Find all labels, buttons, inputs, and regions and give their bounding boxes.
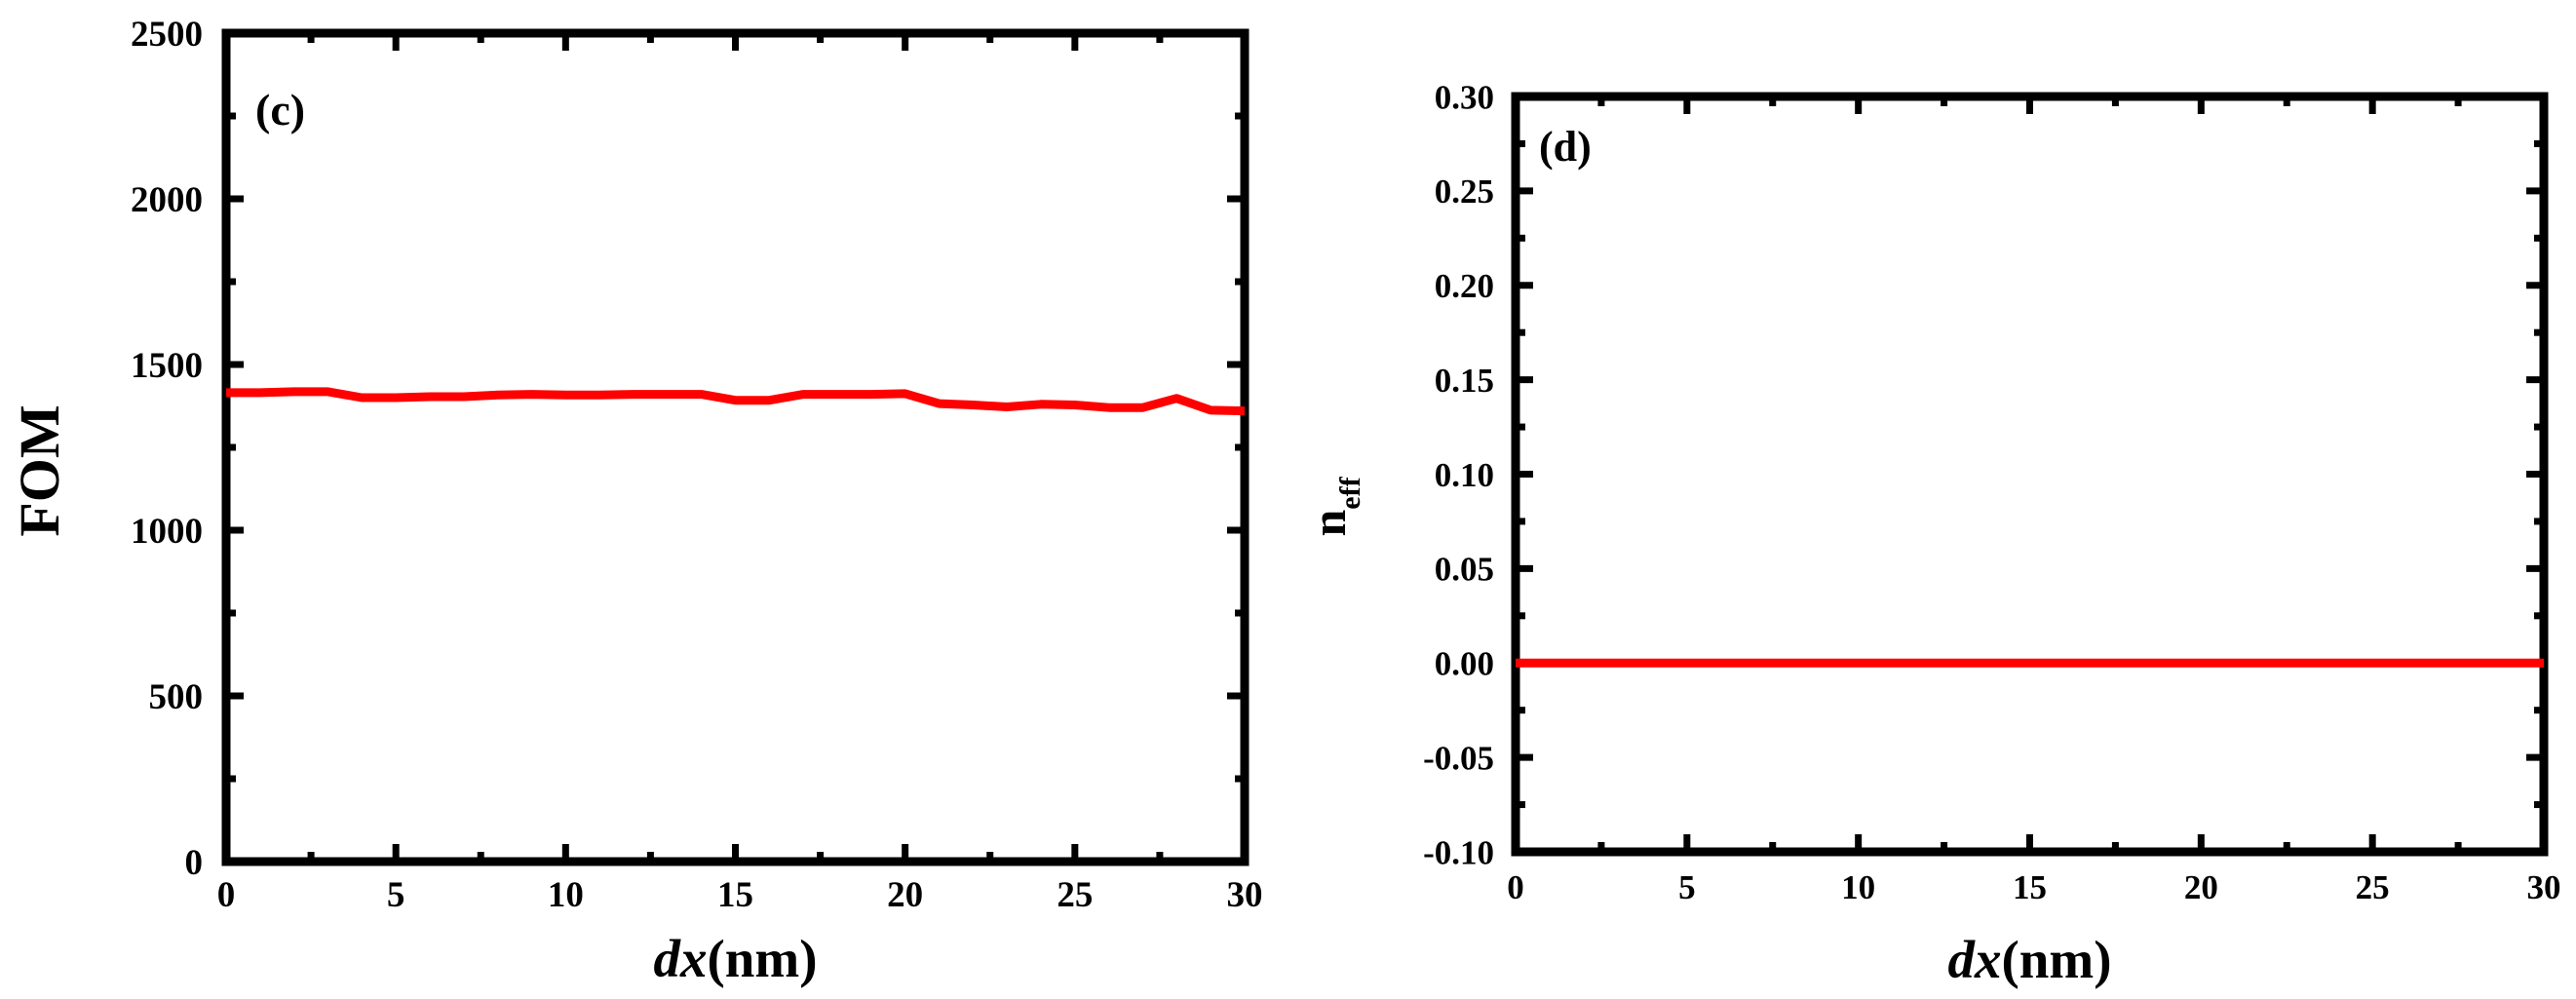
plot-frame-c [221, 28, 1250, 866]
x-tick-label-c: 5 [387, 875, 405, 915]
series-line-c-0 [226, 387, 1246, 416]
plot-frame-d [1511, 92, 2549, 857]
x-tick-label-c: 30 [1227, 875, 1263, 915]
y-tick-label-d: 0.25 [1435, 173, 1494, 211]
x-tick-label-c: 10 [548, 875, 584, 915]
y-tick-label-d: 0.20 [1435, 267, 1494, 305]
y-axis-label-main-d: n [1301, 510, 1356, 537]
x-tick-label-d: 25 [2356, 868, 2390, 906]
y-axis-label-c: FOM [8, 404, 71, 536]
x-tick-label-c: 25 [1057, 875, 1093, 915]
chart-panel-d: 0 5 10 15 20 25 30 -0.10 -0.05 0.00 0.05 0.10 0.15 0.… [1301, 78, 2561, 989]
x-axis-label-unit-d: (nm) [2001, 930, 2111, 989]
y-tick-label-d: 0.15 [1435, 362, 1494, 400]
x-tick-label-d: 0 [1507, 868, 1524, 906]
y-axis-label-sub-d: eff [1334, 476, 1366, 509]
y-tick-label-c: 1000 [131, 512, 203, 552]
x-tick-label-c: 0 [217, 875, 236, 915]
y-tick-label-c: 2000 [131, 180, 203, 220]
y-tick-label-d: 0.00 [1435, 645, 1494, 683]
y-tick-label-c: 0 [185, 843, 204, 883]
x-axis-label-d: dx(nm) [1947, 930, 2111, 989]
y-tick-label-d: 0.05 [1435, 551, 1494, 589]
panel-label-c: (c) [255, 85, 305, 134]
y-tick-label-d: 0.10 [1435, 456, 1494, 494]
y-tick-label-d: -0.10 [1423, 833, 1494, 871]
x-tick-label-d: 20 [2184, 868, 2218, 906]
x-tick-label-c: 20 [887, 875, 923, 915]
chart-panel-c: 0 5 10 15 20 25 30 0 500 1000 1500 2000 2500 (c) dx(nm… [8, 15, 1263, 988]
panel-label-d: (d) [1539, 123, 1592, 171]
y-axis-label-main-c: FOM [8, 404, 71, 536]
y-tick-label-c: 2500 [131, 15, 203, 55]
x-axis-label-unit-c: (nm) [707, 929, 817, 988]
x-axis-label-var-c: dx [653, 929, 707, 988]
x-tick-label-d: 30 [2527, 868, 2561, 906]
x-axis-label-c: dx(nm) [653, 929, 817, 988]
y-tick-label-d: -0.05 [1423, 739, 1494, 777]
x-axis-label-var-d: dx [1947, 930, 2001, 989]
y-tick-label-c: 500 [149, 677, 204, 717]
x-tick-label-d: 15 [2013, 868, 2047, 906]
y-tick-label-d: 0.30 [1435, 78, 1494, 116]
y-tick-label-c: 1500 [131, 346, 203, 386]
x-tick-label-d: 10 [1841, 868, 1875, 906]
x-tick-label-d: 5 [1678, 868, 1696, 906]
y-axis-label-d: neff [1301, 476, 1366, 536]
x-tick-label-c: 15 [717, 875, 753, 915]
